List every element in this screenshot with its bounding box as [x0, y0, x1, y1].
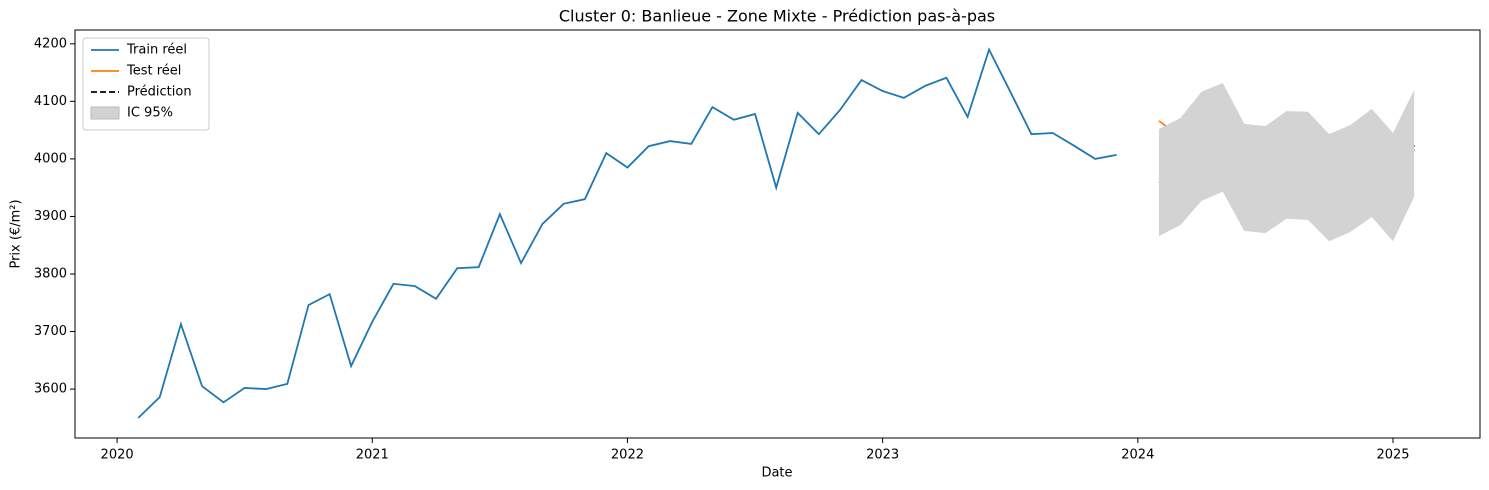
- legend-label: Test réel: [126, 64, 181, 79]
- x-tick-label: 2020: [101, 448, 134, 463]
- y-axis-label: Prix (€/m²): [9, 199, 24, 268]
- legend-swatch: [90, 106, 120, 120]
- confidence-band: [1158, 82, 1415, 242]
- x-axis-label: Date: [761, 466, 792, 481]
- y-tick-label: 4200: [34, 36, 67, 51]
- plot-frame: [74, 29, 1481, 439]
- legend-label: Prédiction: [127, 85, 192, 100]
- legend-label: Train réel: [126, 43, 187, 58]
- y-tick-label: 4000: [34, 151, 67, 166]
- y-tick-label: 3600: [34, 382, 67, 397]
- legend-label: IC 95%: [127, 106, 173, 121]
- x-tick-label: 2025: [1376, 448, 1409, 463]
- chart-title: Cluster 0: Banlieue - Zone Mixte - Prédi…: [559, 7, 995, 26]
- x-tick-label: 2024: [1121, 448, 1154, 463]
- y-tick-label: 4100: [34, 94, 67, 109]
- y-tick-label: 3900: [34, 209, 67, 224]
- y-tick-label: 3800: [34, 266, 67, 281]
- x-tick-label: 2023: [866, 448, 899, 463]
- x-tick-label: 2022: [611, 448, 644, 463]
- y-tick-label: 3700: [34, 324, 67, 339]
- x-tick-label: 2021: [356, 448, 389, 463]
- series-line: [137, 47, 1117, 419]
